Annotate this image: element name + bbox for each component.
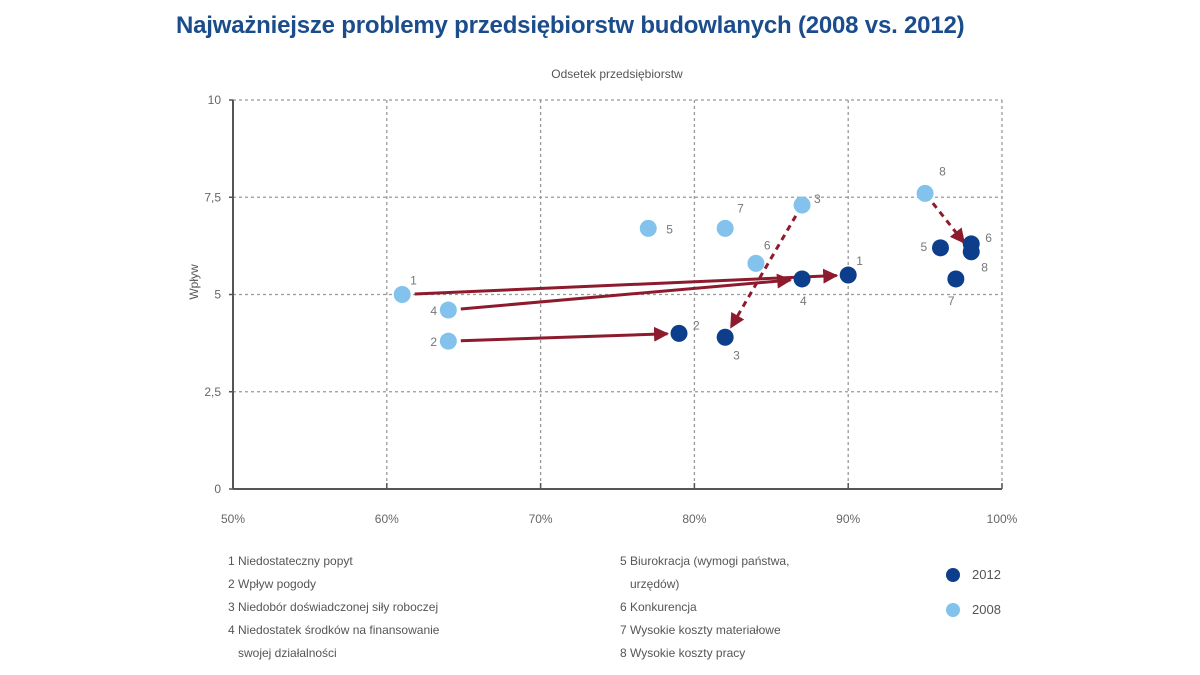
point-label: 8 — [981, 261, 988, 275]
point-label: 7 — [948, 294, 955, 308]
legend-series-2012: 2012 — [946, 567, 1001, 582]
point-label: 1 — [410, 274, 417, 288]
change-arrow-2 — [460, 326, 670, 343]
y-tick-label: 10 — [208, 93, 222, 107]
point-2008-1 — [393, 286, 411, 303]
x-tick-label: 100% — [987, 512, 1018, 526]
point-label: 5 — [666, 222, 673, 236]
point-label: 4 — [430, 304, 437, 318]
legend-item: urzędów) — [630, 577, 680, 591]
point-2008-6 — [747, 254, 765, 272]
point-label: 6 — [985, 231, 992, 245]
legend-marker — [946, 602, 960, 617]
point-label: 4 — [800, 294, 807, 308]
legend-marker — [946, 567, 960, 582]
point-2008-7 — [716, 219, 734, 237]
legend-item: 2 Wpływ pogody — [228, 577, 317, 591]
point-label: 7 — [737, 201, 744, 215]
point-2008-2 — [439, 332, 457, 350]
point-label: 6 — [764, 238, 771, 252]
y-axis-label: Wpływ — [187, 264, 201, 300]
y-tick-label: 7,5 — [204, 190, 221, 204]
point-2012-4 — [793, 270, 811, 288]
legend-item: swojej działalności — [238, 646, 337, 660]
x-tick-label: 80% — [682, 512, 706, 526]
point-label: 2 — [430, 335, 437, 349]
x-tick-label: 60% — [375, 512, 399, 526]
point-label: 2 — [693, 318, 700, 332]
point-label: 8 — [939, 164, 946, 178]
x-tick-label: 70% — [529, 512, 553, 526]
point-label: 3 — [814, 192, 821, 206]
legend-series-label: 2008 — [972, 602, 1001, 617]
point-2012-7 — [947, 270, 965, 288]
x-tick-label: 90% — [836, 512, 860, 526]
point-2012-5 — [931, 239, 949, 257]
point-2008-8 — [916, 184, 934, 202]
point-label: 3 — [733, 348, 740, 362]
point-2012-8 — [962, 243, 980, 261]
x-tick-label: 50% — [221, 512, 245, 526]
point-label: 1 — [856, 254, 863, 268]
chart-title: Najważniejsze problemy przedsiębiorstw b… — [176, 12, 965, 39]
legend-item: 5 Biurokracja (wymogi państwa, — [620, 554, 790, 568]
legend-item: 1 Niedostateczny popyt — [228, 554, 353, 568]
x-axis-label: Odsetek przedsiębiorstw — [551, 67, 683, 81]
point-2008-4 — [439, 301, 457, 319]
legend-item: 3 Niedobór doświadczonej siły roboczej — [228, 600, 439, 614]
y-tick-label: 0 — [214, 482, 221, 496]
legend-item: 7 Wysokie koszty materiałowe — [620, 623, 781, 637]
point-2008-5 — [639, 219, 657, 237]
legend-item: 8 Wysokie koszty pracy — [620, 646, 746, 660]
legend-item: 4 Niedostatek środków na finansowanie — [228, 623, 440, 637]
change-arrow-4 — [460, 273, 793, 311]
change-arrow-8 — [931, 202, 966, 244]
y-tick-label: 2,5 — [204, 385, 221, 399]
change-arrow-1 — [414, 268, 839, 296]
legend-item: 6 Konkurencja — [620, 600, 697, 614]
change-arrow-3 — [729, 215, 798, 329]
point-2012-1 — [839, 266, 857, 284]
point-2008-3 — [793, 196, 811, 214]
point-2012-2 — [670, 324, 688, 342]
legend-series-2008: 2008 — [946, 602, 1001, 617]
legend-series-label: 2012 — [972, 567, 1001, 582]
point-2012-3 — [716, 328, 734, 346]
y-tick-label: 5 — [214, 288, 221, 302]
point-label: 5 — [920, 240, 927, 254]
